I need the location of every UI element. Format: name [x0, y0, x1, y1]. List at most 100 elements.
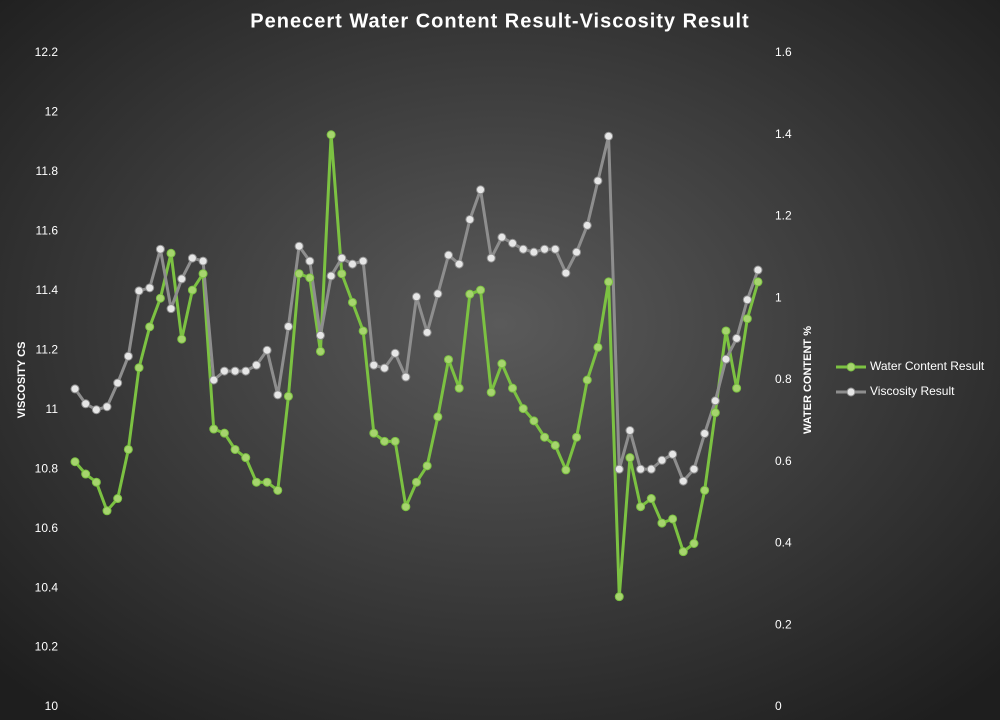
series-marker [700, 429, 710, 439]
series-marker [422, 461, 432, 471]
series-marker [742, 295, 752, 305]
series-marker [614, 464, 624, 474]
series-marker [326, 271, 336, 281]
series-marker [262, 477, 272, 487]
y-tick-label: 10.6 [35, 521, 59, 535]
y-tick-label: 11 [46, 402, 59, 416]
series-marker [347, 259, 357, 269]
y2-tick-label: 1.4 [775, 127, 792, 141]
series-marker [572, 247, 582, 257]
series-marker [604, 277, 614, 287]
y2-tick-label: 0.4 [775, 536, 792, 550]
series-marker [753, 277, 763, 287]
y-tick-label: 10.2 [35, 640, 59, 654]
series-marker [198, 256, 208, 266]
y-tick-label: 11.6 [36, 224, 59, 238]
series-marker [401, 502, 411, 512]
series-marker [454, 259, 464, 269]
series-marker [444, 355, 454, 365]
series-marker [262, 345, 272, 355]
series-marker [476, 285, 486, 295]
series-marker [433, 289, 443, 299]
series-marker [550, 244, 560, 254]
series-marker [646, 464, 656, 474]
series-marker [294, 269, 304, 279]
series-marker [113, 494, 123, 504]
series-marker [444, 250, 454, 260]
series-marker [294, 241, 304, 251]
series-marker [177, 334, 187, 344]
series-marker [486, 387, 496, 397]
series-marker [550, 440, 560, 450]
series-marker [230, 366, 240, 376]
y-tick-label: 11.4 [36, 283, 59, 297]
series-marker [209, 375, 219, 385]
series-marker [273, 485, 283, 495]
series-marker [283, 321, 293, 331]
series-marker [401, 372, 411, 382]
series-marker [145, 322, 155, 332]
series-marker [636, 502, 646, 512]
series-marker [155, 293, 165, 303]
series-marker [721, 326, 731, 336]
series-marker [561, 268, 571, 278]
series-marker [134, 286, 144, 296]
series-marker [710, 396, 720, 406]
series-marker [742, 314, 752, 324]
legend-label: Water Content Result [870, 359, 985, 373]
series-marker [508, 383, 518, 393]
series-marker [219, 428, 229, 438]
series-marker [145, 283, 155, 293]
series-marker [721, 354, 731, 364]
legend-label: Viscosity Result [870, 384, 955, 398]
series-marker [540, 244, 550, 254]
y2-tick-label: 0.2 [775, 617, 792, 631]
series-marker [518, 404, 528, 414]
series-marker [91, 477, 101, 487]
series-marker [700, 485, 710, 495]
y2-tick-label: 1 [775, 290, 782, 304]
series-marker [198, 269, 208, 279]
series-marker [358, 326, 368, 336]
series-marker [529, 416, 539, 426]
series-marker [155, 244, 165, 254]
series-marker [251, 360, 261, 370]
series-marker [70, 384, 80, 394]
series-marker [102, 506, 112, 516]
series-marker [497, 232, 507, 242]
series-marker [326, 130, 336, 140]
y2-tick-label: 0 [775, 699, 782, 713]
series-marker [668, 514, 678, 524]
series-marker [604, 131, 614, 141]
y-tick-label: 10 [45, 699, 59, 713]
series-marker [476, 185, 486, 195]
series-marker [251, 477, 261, 487]
series-marker [390, 348, 400, 358]
series-marker [379, 436, 389, 446]
series-marker [305, 256, 315, 266]
legend-marker [846, 387, 856, 397]
series-marker [81, 399, 91, 409]
series-marker [283, 391, 293, 401]
series-marker [219, 366, 229, 376]
series-marker [572, 432, 582, 442]
series-marker [732, 383, 742, 393]
series-marker [241, 366, 251, 376]
series-marker [177, 274, 187, 284]
series-marker [358, 256, 368, 266]
series-marker [732, 333, 742, 343]
series-marker [508, 238, 518, 248]
series-marker [582, 220, 592, 230]
series-marker [209, 424, 219, 434]
y2-tick-label: 0.8 [775, 372, 792, 386]
series-marker [412, 477, 421, 487]
series-marker [347, 297, 357, 307]
series-marker [305, 273, 315, 283]
series-marker [582, 375, 592, 385]
series-marker [422, 327, 432, 337]
series-marker [81, 469, 91, 479]
series-marker [465, 214, 475, 224]
series-marker [390, 436, 400, 446]
series-marker [166, 248, 176, 258]
